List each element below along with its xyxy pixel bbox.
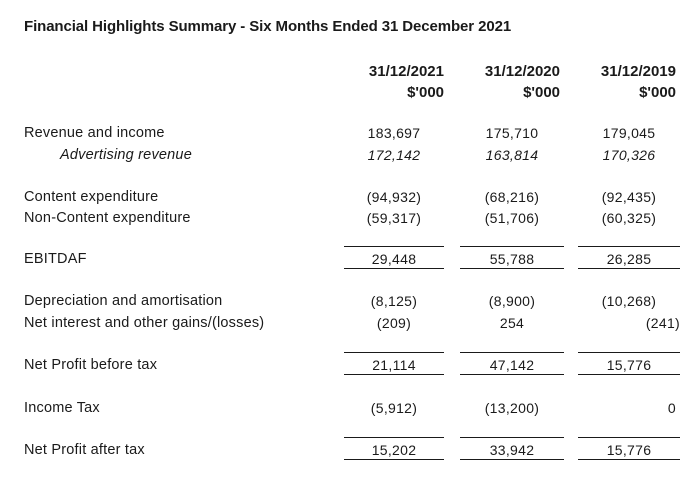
row-label-ebitdaf: EBITDAF (24, 251, 87, 267)
table-cell: 254 (499, 315, 525, 331)
table-cell: (92,435) (601, 189, 657, 205)
row-label-depreciation: Depreciation and amortisation (24, 293, 223, 309)
table-cell: (94,932) (366, 189, 422, 205)
row-label-revenue: Revenue and income (24, 125, 165, 141)
table-cell: (209) (376, 315, 412, 331)
table-cell: 175,710 (485, 125, 539, 141)
table-cell: 21,114 (372, 357, 416, 373)
table-cell: 183,697 (367, 125, 421, 141)
table-cell: 26,285 (606, 251, 652, 267)
subtotal-rule-bottom (578, 374, 680, 375)
subtotal-rule-bottom (460, 374, 564, 375)
table-cell: (60,325) (601, 210, 657, 226)
table-cell: 172,142 (367, 147, 421, 163)
page-title: Financial Highlights Summary - Six Month… (24, 18, 512, 35)
table-cell: 179,045 (602, 125, 656, 141)
total-rule-top (344, 437, 444, 438)
column-header-2019: 31/12/2019 $'000 (566, 61, 676, 103)
column-unit: $'000 (407, 84, 444, 101)
row-label-npat: Net Profit after tax (24, 442, 145, 458)
table-cell: (8,125) (370, 293, 418, 309)
table-cell: 15,776 (606, 442, 652, 458)
total-rule-top (578, 437, 680, 438)
subtotal-rule-top (578, 246, 680, 247)
column-date: 31/12/2020 (484, 63, 560, 80)
subtotal-rule-bottom (344, 374, 444, 375)
row-label-npbt: Net Profit before tax (24, 357, 158, 373)
table-cell: (10,268) (601, 293, 657, 309)
table-cell: (68,216) (484, 189, 540, 205)
table-cell: (51,706) (484, 210, 540, 226)
table-cell: 29,448 (371, 251, 417, 267)
subtotal-rule-top (460, 352, 564, 353)
table-cell: 33,942 (489, 442, 535, 458)
row-label-noncontent: Non-Content expenditure (24, 210, 191, 226)
table-cell: 55,788 (489, 251, 535, 267)
table-cell: (59,317) (366, 210, 422, 226)
subtotal-rule-top (460, 246, 564, 247)
table-cell: 15,776 (606, 357, 652, 373)
subtotal-rule-top (344, 352, 444, 353)
table-cell: 15,202 (371, 442, 417, 458)
column-date: 31/12/2019 (600, 63, 676, 80)
table-cell: (5,912) (370, 400, 418, 416)
column-unit: $'000 (639, 84, 676, 101)
table-cell: 0 (667, 400, 676, 416)
total-rule-bottom (460, 459, 564, 460)
column-date: 31/12/2021 (368, 63, 444, 80)
subtotal-rule-top (578, 352, 680, 353)
total-rule-bottom (344, 459, 444, 460)
table-cell: (241) (645, 315, 680, 331)
row-label-tax: Income Tax (24, 400, 100, 416)
subtotal-rule-bottom (460, 268, 564, 269)
column-unit: $'000 (523, 84, 560, 101)
row-label-content: Content expenditure (24, 189, 159, 205)
table-cell: 47,142 (489, 357, 535, 373)
table-cell: 170,326 (602, 147, 656, 163)
total-rule-top (460, 437, 564, 438)
table-cell: 163,814 (485, 147, 539, 163)
row-label-interest: Net interest and other gains/(losses) (24, 315, 265, 331)
subtotal-rule-bottom (344, 268, 444, 269)
subtotal-rule-bottom (578, 268, 680, 269)
column-header-2021: 31/12/2021 $'000 (334, 61, 444, 103)
total-rule-bottom (578, 459, 680, 460)
table-cell: (8,900) (488, 293, 536, 309)
subtotal-rule-top (344, 246, 444, 247)
row-label-advertising: Advertising revenue (60, 147, 192, 163)
table-cell: (13,200) (484, 400, 540, 416)
column-header-2020: 31/12/2020 $'000 (450, 61, 560, 103)
